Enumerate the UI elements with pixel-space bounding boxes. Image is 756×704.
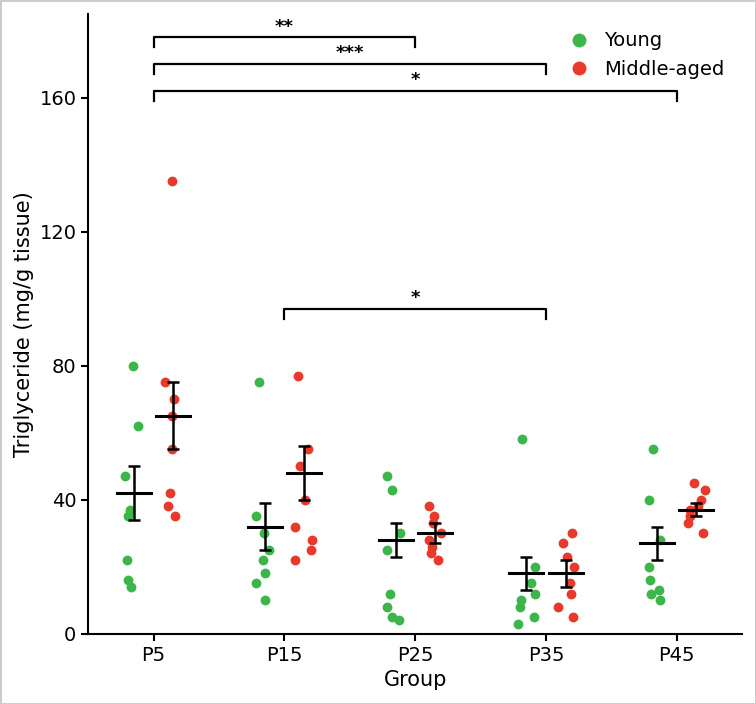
Point bbox=[259, 595, 271, 606]
Point bbox=[166, 444, 178, 455]
Point bbox=[567, 611, 579, 622]
Point bbox=[688, 477, 700, 489]
Point bbox=[644, 574, 656, 586]
Point bbox=[692, 501, 704, 512]
Point bbox=[654, 595, 666, 606]
Text: **: ** bbox=[275, 18, 294, 36]
Point bbox=[552, 601, 564, 612]
Text: *: * bbox=[411, 71, 420, 89]
Point bbox=[425, 548, 437, 559]
Point bbox=[169, 511, 181, 522]
Point bbox=[305, 544, 318, 555]
Point bbox=[120, 555, 132, 566]
Point bbox=[305, 534, 318, 546]
Point bbox=[263, 544, 275, 555]
Point bbox=[427, 517, 439, 529]
Point bbox=[426, 541, 438, 552]
X-axis label: Group: Group bbox=[383, 670, 447, 690]
Point bbox=[529, 588, 541, 599]
Point bbox=[423, 501, 435, 512]
Point bbox=[132, 420, 144, 432]
Point bbox=[299, 494, 311, 505]
Point bbox=[654, 534, 666, 546]
Point bbox=[643, 561, 655, 572]
Point bbox=[293, 460, 305, 472]
Point bbox=[568, 561, 580, 572]
Point bbox=[381, 544, 393, 555]
Point bbox=[122, 511, 134, 522]
Point bbox=[257, 555, 269, 566]
Point bbox=[682, 517, 694, 529]
Point bbox=[122, 574, 135, 586]
Point bbox=[695, 494, 707, 505]
Point bbox=[386, 484, 398, 496]
Point bbox=[166, 410, 178, 422]
Point bbox=[164, 487, 176, 498]
Point bbox=[684, 504, 696, 515]
Point bbox=[392, 615, 404, 626]
Point bbox=[119, 471, 131, 482]
Point bbox=[646, 588, 658, 599]
Point bbox=[684, 511, 696, 522]
Point bbox=[394, 527, 406, 539]
Point bbox=[697, 527, 709, 539]
Point bbox=[168, 394, 180, 405]
Point bbox=[292, 370, 304, 382]
Point bbox=[565, 588, 578, 599]
Text: *: * bbox=[411, 289, 420, 307]
Text: ***: *** bbox=[336, 44, 364, 63]
Point bbox=[432, 555, 445, 566]
Point bbox=[557, 538, 569, 549]
Point bbox=[513, 618, 525, 629]
Point bbox=[528, 561, 541, 572]
Point bbox=[643, 494, 655, 505]
Point bbox=[249, 578, 262, 589]
Point bbox=[250, 511, 262, 522]
Point bbox=[528, 611, 540, 622]
Point bbox=[435, 527, 448, 539]
Point bbox=[259, 568, 271, 579]
Point bbox=[429, 511, 441, 522]
Legend: Young, Middle-aged: Young, Middle-aged bbox=[552, 24, 733, 87]
Point bbox=[564, 578, 576, 589]
Point bbox=[289, 521, 301, 532]
Point bbox=[386, 611, 398, 622]
Point bbox=[699, 484, 711, 496]
Point bbox=[381, 471, 393, 482]
Point bbox=[513, 601, 525, 612]
Point bbox=[166, 176, 178, 187]
Point bbox=[253, 377, 265, 388]
Point bbox=[384, 588, 396, 599]
Point bbox=[423, 534, 435, 546]
Point bbox=[525, 578, 538, 589]
Y-axis label: Triglyceride (mg/g tissue): Triglyceride (mg/g tissue) bbox=[14, 191, 34, 457]
Point bbox=[126, 360, 138, 371]
Point bbox=[381, 601, 393, 612]
Point bbox=[566, 527, 578, 539]
Point bbox=[124, 504, 136, 515]
Point bbox=[653, 584, 665, 596]
Point bbox=[125, 582, 138, 593]
Point bbox=[258, 527, 270, 539]
Point bbox=[515, 595, 527, 606]
Point bbox=[290, 555, 302, 566]
Point bbox=[646, 444, 658, 455]
Point bbox=[302, 444, 314, 455]
Point bbox=[159, 377, 171, 388]
Point bbox=[560, 551, 572, 562]
Point bbox=[516, 434, 528, 445]
Point bbox=[162, 501, 174, 512]
